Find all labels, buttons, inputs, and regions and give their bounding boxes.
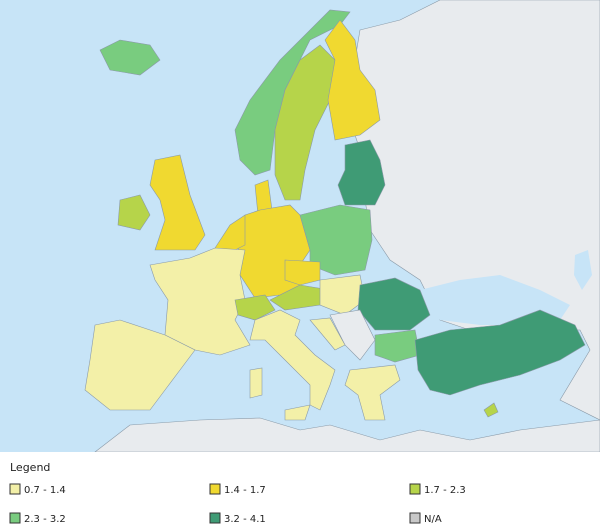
region <box>149 247 251 356</box>
region <box>284 259 321 286</box>
legend-panel <box>0 452 600 527</box>
region <box>117 194 151 231</box>
region <box>299 204 373 276</box>
region <box>284 404 311 421</box>
legend-swatch <box>9 483 21 495</box>
legend-label: 1.7 - 2.3 <box>424 485 466 496</box>
region <box>337 139 386 206</box>
region <box>94 417 600 453</box>
legend-label: 0.7 - 1.4 <box>24 485 66 496</box>
legend: 0.7 - 1.4 1.4 - 1.7 1.7 - 2.3 2.3 - 3.2 3.2 … <box>9 483 466 525</box>
region <box>249 367 263 399</box>
region <box>234 294 276 321</box>
region <box>414 309 586 396</box>
legend-swatch <box>9 512 21 524</box>
region <box>374 329 421 363</box>
region <box>344 364 401 421</box>
legend-swatch <box>409 483 421 495</box>
legend-label: 1.4 - 1.7 <box>224 485 266 496</box>
legend-swatch <box>409 512 421 524</box>
region <box>319 274 366 316</box>
region <box>234 9 351 176</box>
legend-label: 2.3 - 3.2 <box>24 514 66 525</box>
legend-title: Legend <box>10 461 50 474</box>
legend-swatch <box>209 483 221 495</box>
water <box>574 250 592 290</box>
region <box>249 309 336 411</box>
map <box>84 0 600 453</box>
region <box>483 402 499 418</box>
region <box>274 44 336 201</box>
region <box>99 39 161 76</box>
legend-label: N/A <box>424 514 442 525</box>
region <box>84 319 196 411</box>
legend-swatch <box>209 512 221 524</box>
region <box>309 317 346 351</box>
region <box>324 19 381 141</box>
legend-label: 3.2 - 4.1 <box>224 514 266 525</box>
region <box>149 154 206 251</box>
